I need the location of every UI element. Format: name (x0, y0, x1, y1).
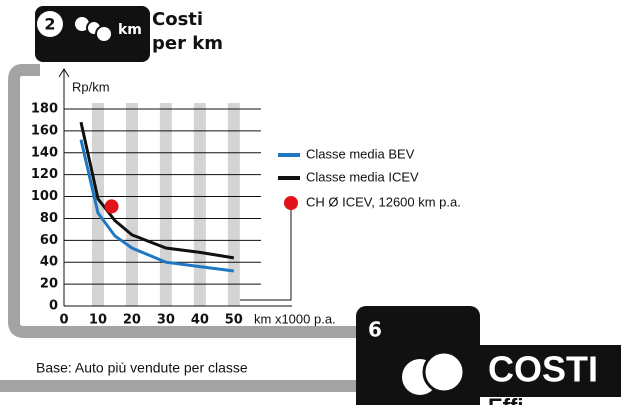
next-title-box (480, 345, 621, 397)
column-band (193, 103, 206, 306)
icon (75, 17, 89, 31)
icon (422, 350, 466, 394)
legend-swatch (284, 196, 298, 210)
y-tick-label: 100 (31, 189, 58, 204)
column-band (159, 103, 172, 306)
x-tick-label: 20 (123, 313, 141, 328)
y-tick-label: 120 (31, 167, 58, 182)
x-tick-label: 50 (225, 313, 243, 328)
x-tick-label: 40 (191, 313, 209, 328)
x-tick-label: 30 (157, 313, 175, 328)
legend-label: Classe media BEV (306, 146, 415, 161)
header-title: per km (152, 33, 223, 54)
x-tick-label: 10 (89, 313, 107, 328)
arrow (58, 68, 70, 78)
y-tick-label: 0 (49, 299, 58, 314)
y-tick-label: 40 (40, 255, 58, 270)
next-subtitle: Effi (488, 394, 523, 405)
y-tick-label: 80 (40, 211, 58, 226)
header-unit: km (118, 22, 142, 38)
icon (95, 25, 113, 43)
column-band (91, 103, 104, 306)
y-tick-label: 160 (31, 123, 58, 138)
leader (240, 203, 292, 301)
plot: 0 10 20 30 40 50 0 20 40 60 80 100 120 140 160 180 Rp/km… (31, 68, 461, 328)
next-title: COSTI (488, 349, 598, 390)
y-tick-label: 60 (40, 233, 58, 248)
y-axis-label: Rp/km (72, 79, 110, 94)
frame-bar (0, 380, 360, 392)
y-tick-label: 180 (31, 102, 58, 117)
y-tick-label: 140 (31, 145, 58, 160)
column-band (227, 103, 240, 306)
x-axis-label: km x1000 p.a. (254, 311, 336, 326)
header-title: Costi (152, 9, 203, 30)
series-line (79, 121, 235, 260)
series-line (79, 139, 235, 273)
x-tick-label: 0 (59, 313, 68, 328)
highlight-point (104, 199, 119, 214)
column-band (125, 103, 138, 306)
footer: Base: Auto più vendute per classe (36, 360, 248, 376)
next-number: 6 (368, 318, 382, 342)
y-tick-label: 20 (40, 277, 58, 292)
frame (8, 64, 360, 338)
legend-label: CH Ø ICEV, 12600 km p.a. (306, 194, 461, 209)
header-number: 2 (44, 15, 55, 34)
badge (37, 11, 63, 37)
legend-label: Classe media ICEV (306, 169, 419, 184)
